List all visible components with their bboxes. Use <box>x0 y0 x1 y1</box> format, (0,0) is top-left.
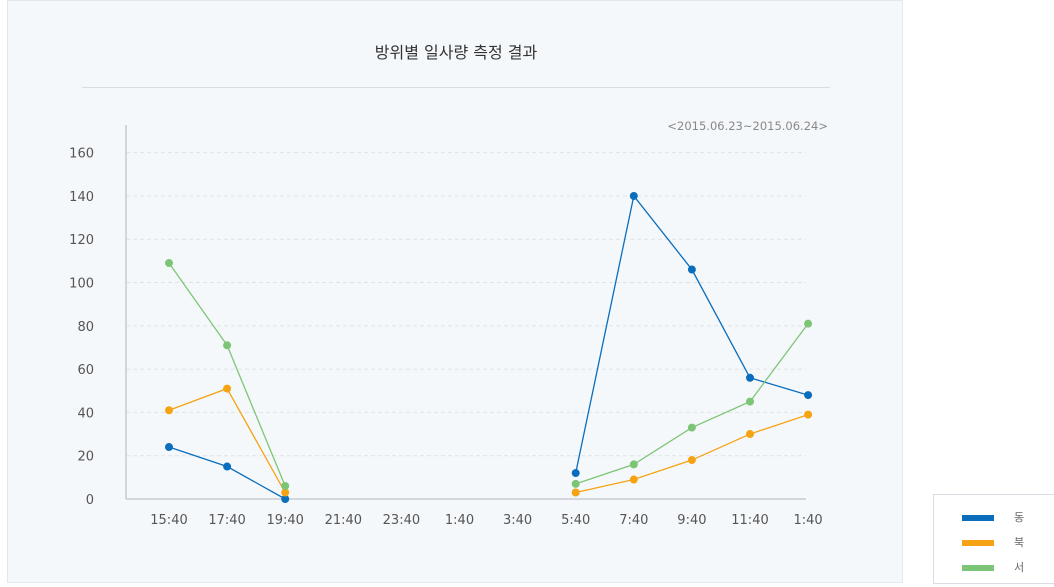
title-divider <box>82 87 830 88</box>
y-tick-label: 120 <box>69 233 94 248</box>
y-tick-label: 20 <box>77 450 94 465</box>
y-tick-label: 160 <box>69 147 94 162</box>
legend-swatch-series-1 <box>962 515 994 521</box>
y-tick-label: 80 <box>77 320 94 335</box>
y-tick-label: 0 <box>86 493 94 508</box>
data-point-series-1 <box>223 462 232 471</box>
legend-swatch-series-2 <box>962 540 994 546</box>
x-tick-label: 7:40 <box>619 513 648 528</box>
date-range-label: <2015.06.23~2015.06.24> <box>667 119 828 133</box>
y-tick-label: 100 <box>69 277 94 292</box>
x-tick-label: 21:40 <box>325 513 362 528</box>
data-point-series-1 <box>746 373 754 382</box>
data-point-series-2 <box>804 410 813 419</box>
data-point-series-2 <box>165 406 173 415</box>
legend-label-series-2: 북 <box>1014 536 1025 549</box>
data-point-series-3 <box>629 460 638 469</box>
x-tick-label: 17:40 <box>208 513 245 528</box>
chart-panel: 방위별 일사량 측정 결과 0 20 40 60 80 100 120 140 160 15:40… <box>7 0 903 583</box>
data-point-series-1 <box>629 191 638 200</box>
x-tick-label: 19:40 <box>266 513 303 528</box>
data-point-series-3 <box>687 423 696 432</box>
data-point-series-3 <box>804 319 813 328</box>
y-tick-label: 140 <box>69 190 94 205</box>
x-tick-label: 15:40 <box>150 513 187 528</box>
line-chart: 0 20 40 60 80 100 120 140 160 15:40 17:40 19:40 21:4… <box>69 119 828 528</box>
legend-item-series-3: 서 <box>962 560 1052 576</box>
data-point-series-1 <box>165 443 173 452</box>
chart-title: 방위별 일사량 측정 결과 <box>374 43 538 62</box>
x-tick-label: 3:40 <box>503 513 532 528</box>
data-point-series-1 <box>804 391 813 400</box>
legend-item-series-1: 동 <box>962 510 1052 526</box>
data-point-series-3 <box>571 479 580 488</box>
series-line-2 <box>168 387 286 493</box>
data-point-series-2 <box>629 475 638 484</box>
x-tick-label: 11:40 <box>731 513 768 528</box>
x-tick-label: 1:40 <box>445 513 474 528</box>
series-line-1 <box>168 446 286 500</box>
y-tick-label: 60 <box>77 363 94 378</box>
data-point-series-1 <box>571 469 580 478</box>
x-tick-label: 23:40 <box>383 513 420 528</box>
data-point-series-1 <box>687 265 696 274</box>
y-tick-label: 40 <box>77 406 94 421</box>
x-tick-label: 5:40 <box>561 513 590 528</box>
data-point-series-3 <box>281 482 290 491</box>
legend-label-series-1: 동 <box>1014 511 1025 524</box>
data-point-series-2 <box>687 456 696 465</box>
data-point-series-3 <box>165 259 173 268</box>
data-point-series-2 <box>281 488 290 497</box>
data-point-series-3 <box>746 397 754 406</box>
data-point-series-2 <box>571 488 580 497</box>
legend-item-series-2: 북 <box>962 535 1052 551</box>
data-point-series-3 <box>223 341 232 350</box>
data-point-series-1 <box>281 495 290 503</box>
x-tick-label: 1:40 <box>793 513 822 528</box>
x-tick-label: 9:40 <box>677 513 706 528</box>
data-point-series-2 <box>746 430 754 439</box>
data-point-series-2 <box>223 384 232 393</box>
legend-label-series-3: 서 <box>1014 561 1025 574</box>
legend: 동 북 서 <box>933 494 1054 584</box>
legend-swatch-series-3 <box>962 565 994 571</box>
